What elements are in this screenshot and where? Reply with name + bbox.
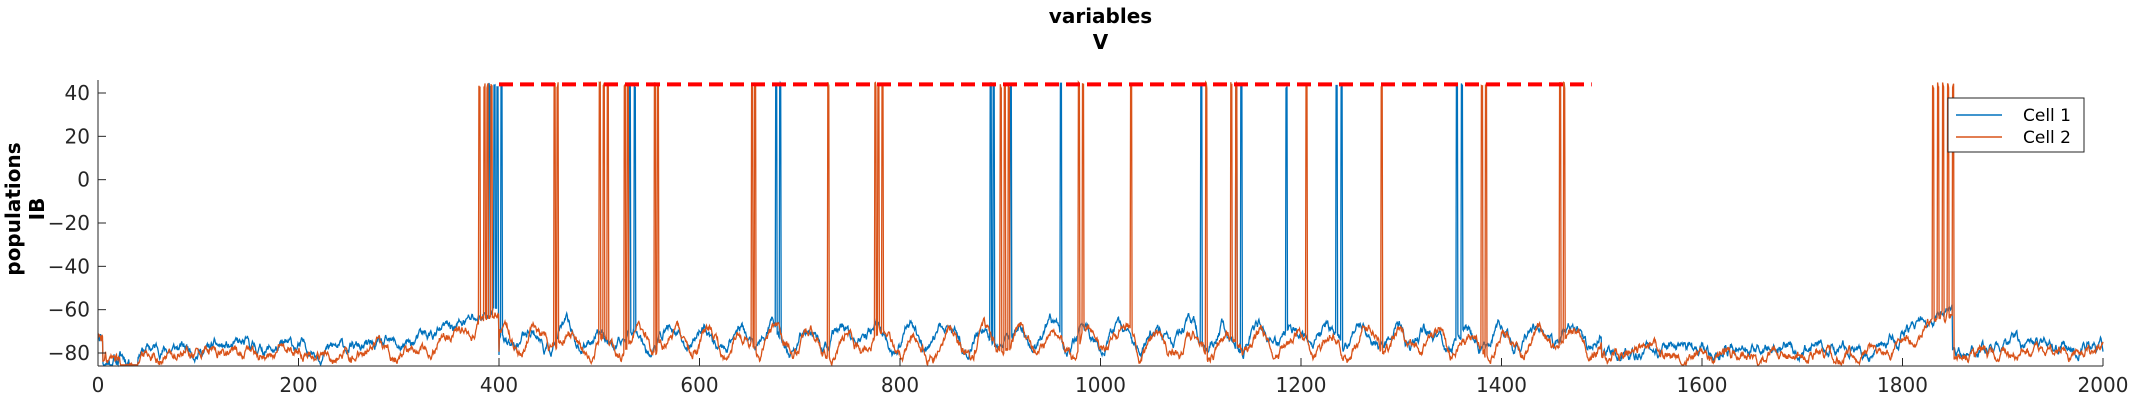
series-layer: [97, 79, 2104, 368]
series-line-1: [97, 80, 2104, 368]
y-axis-label-line-0: populations: [1, 142, 25, 275]
y-tick-label: −60: [48, 298, 90, 322]
x-tick-label: 1000: [1075, 373, 1126, 397]
y-tick-label: −80: [48, 341, 90, 365]
chart-title-line-0: variables: [1049, 4, 1152, 28]
y-tick-label: 40: [65, 81, 90, 105]
y-tick-label: −20: [48, 211, 90, 235]
legend-label-2: Cell 2: [2023, 128, 2071, 148]
y-tick-label: 0: [77, 168, 90, 192]
plot-area: [98, 80, 2103, 366]
x-tick-label: 0: [92, 373, 105, 397]
y-tick-label: −40: [48, 254, 90, 278]
x-tick-label: 1600: [1677, 373, 1728, 397]
y-tick-label: 20: [65, 124, 90, 148]
chart-title-line-1: V: [1093, 30, 1109, 54]
x-tick-label: 400: [480, 373, 518, 397]
x-tick-label: 800: [881, 373, 919, 397]
axes: 0 200 400 600 800 1000 1200 1400 1600 1800 2000−80…: [48, 80, 2129, 397]
x-tick-label: 1800: [1877, 373, 1928, 397]
x-tick-label: 200: [279, 373, 317, 397]
x-tick-label: 600: [680, 373, 718, 397]
series-line-2: [97, 79, 2104, 367]
y-axis-label: populations IB: [1, 142, 49, 275]
x-tick-label: 2000: [2078, 373, 2129, 397]
y-axis-label-line-1: IB: [25, 198, 49, 221]
legend-box: [1947, 97, 2085, 153]
x-tick-label: 1200: [1276, 373, 1327, 397]
legend-label-1: Cell 1: [2023, 106, 2071, 126]
x-tick-label: 1400: [1476, 373, 1527, 397]
